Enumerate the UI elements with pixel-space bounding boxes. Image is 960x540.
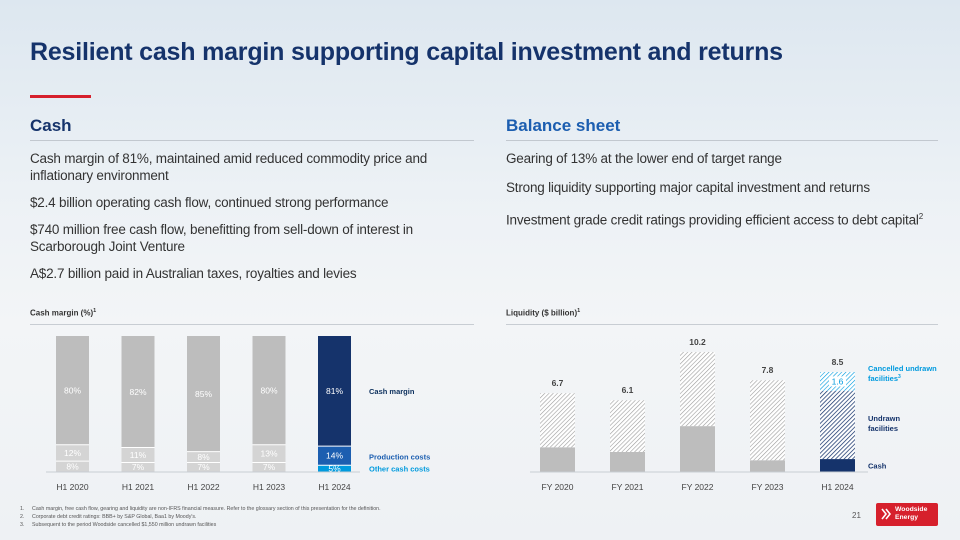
cash-bullet: A$2.7 billion paid in Australian taxes, … [30,266,357,281]
production-costs-label: 13% [260,449,277,459]
legend-production-costs: Production costs [369,453,430,462]
other-cash-costs-label: 7% [197,462,210,472]
legend-footnote-ref: 3 [898,374,901,380]
footnote: 2. Corporate debt credit ratings: BBB+ by… [20,514,197,520]
total-value-label: 8.5 [832,357,844,367]
bar-cash-margin [56,336,89,445]
total-value-label: 6.7 [552,378,564,388]
other-cash-costs-label: 5% [328,464,341,474]
x-tick-label: H1 2022 [187,482,219,492]
bar-cash [680,426,715,472]
bar-cash [820,459,855,472]
balance-bullet-list: Gearing of 13% at the lower end of targe… [506,150,946,229]
cancelled-value-label: 1.6 [832,376,844,386]
other-cash-costs-label: 8% [66,462,79,472]
bar-production-costs [121,447,155,463]
page-title: Resilient cash margin supporting capital… [30,38,783,66]
x-tick-label: FY 2020 [542,482,574,492]
bar-undrawn-facilities [680,352,715,427]
bar-other-cash-costs [56,461,89,472]
bar-production-costs [56,444,89,462]
production-costs-label: 14% [326,451,343,461]
legend-undrawn-line1: Undrawn [868,414,901,423]
bar-production-costs [187,451,220,463]
cancelled-label-bg [829,376,846,387]
cash-margin-chart-rule [30,324,474,325]
x-tick-label: FY 2021 [612,482,644,492]
footnote: 1. Cash margin, free cash flow, gearing a… [20,506,381,512]
x-tick-label: FY 2022 [682,482,714,492]
woodside-logo: Woodside Energy [876,503,938,526]
bar-other-cash-costs [318,465,351,472]
cash-bullet-list: Cash margin of 81%, maintained amid redu… [30,150,470,282]
liquidity-chart: 6.7 FY 2020 6.1 FY 2021 10.2 FY 2022 7.8 FY 202… [530,337,937,492]
legend-cancelled-undrawn-line2: facilities3 [868,374,901,383]
footnotes: 1. Cash margin, free cash flow, gearing a… [20,505,381,529]
other-cash-costs-label: 7% [263,462,276,472]
bar-undrawn-facilities [750,380,785,461]
liquidity-chart-title: Liquidity ($ billion)1 [506,308,581,318]
cash-bullet: $740 million free cash flow, benefitting… [30,222,413,254]
production-costs-label: 11% [130,450,147,460]
cash-margin-label: 80% [260,385,277,395]
cash-margin-label: 80% [64,385,81,395]
bar-production-costs [318,446,351,466]
title-accent-rule [30,95,91,98]
cash-margin-label: 82% [129,387,146,397]
production-costs-label: 8% [197,452,210,462]
cash-margin-label: 85% [195,389,212,399]
footnote: 3. Subsequent to the period Woodside canc… [20,522,217,528]
bar-cash-margin [187,336,220,452]
bar-production-costs [252,444,286,463]
cash-heading-rule [30,140,474,141]
bar-other-cash-costs [187,462,220,472]
cash-bullet: $2.4 billion operating cash flow, contin… [30,195,389,210]
cash-margin-chart-title: Cash margin (%)1 [30,308,97,318]
legend-cash: Cash [868,462,887,471]
bar-cash-margin [318,336,351,447]
x-tick-label: H1 2020 [56,482,88,492]
x-tick-label: H1 2024 [821,482,853,492]
bar-other-cash-costs [252,462,286,472]
production-costs-label: 12% [64,448,81,458]
bar-cash [540,447,575,472]
cash-heading: Cash [30,116,72,135]
total-value-label: 6.1 [622,385,634,395]
legend-undrawn-line2: facilities [868,424,898,433]
x-tick-label: H1 2023 [253,482,285,492]
footnote-ref: 2 [918,212,923,221]
balance-heading-rule [506,140,938,141]
balance-bullet: Gearing of 13% at the lower end of targe… [506,151,782,166]
x-tick-label: H1 2021 [122,482,154,492]
bar-cash-margin [121,336,155,448]
legend-cancelled-undrawn-line1: Cancelled undrawn [868,364,937,373]
legend-other-cash-costs: Other cash costs [369,465,430,474]
balance-bullet: Strong liquidity supporting major capita… [506,180,870,195]
legend-cash-margin: Cash margin [369,387,415,396]
balance-sheet-heading: Balance sheet [506,116,621,135]
total-value-label: 7.8 [762,365,774,375]
x-tick-label: FY 2023 [752,482,784,492]
bar-undrawn-facilities [540,393,575,448]
other-cash-costs-label: 7% [132,462,145,472]
bar-undrawn-facilities [610,400,645,452]
balance-bullet: Investment grade credit ratings providin… [506,212,923,228]
liquidity-chart-rule [506,324,938,325]
cash-bullet: Cash margin of 81%, maintained amid redu… [30,151,428,183]
total-value-label: 10.2 [689,337,706,347]
bar-undrawn-facilities [820,390,855,460]
woodside-logo-icon [881,508,892,520]
bar-cash [610,452,645,472]
page-number: 21 [852,511,861,520]
x-tick-label: H1 2024 [318,482,350,492]
cash-margin-label: 81% [326,386,343,396]
bar-cash-margin [252,336,286,445]
bar-cash [750,460,785,472]
bar-other-cash-costs [121,462,155,472]
